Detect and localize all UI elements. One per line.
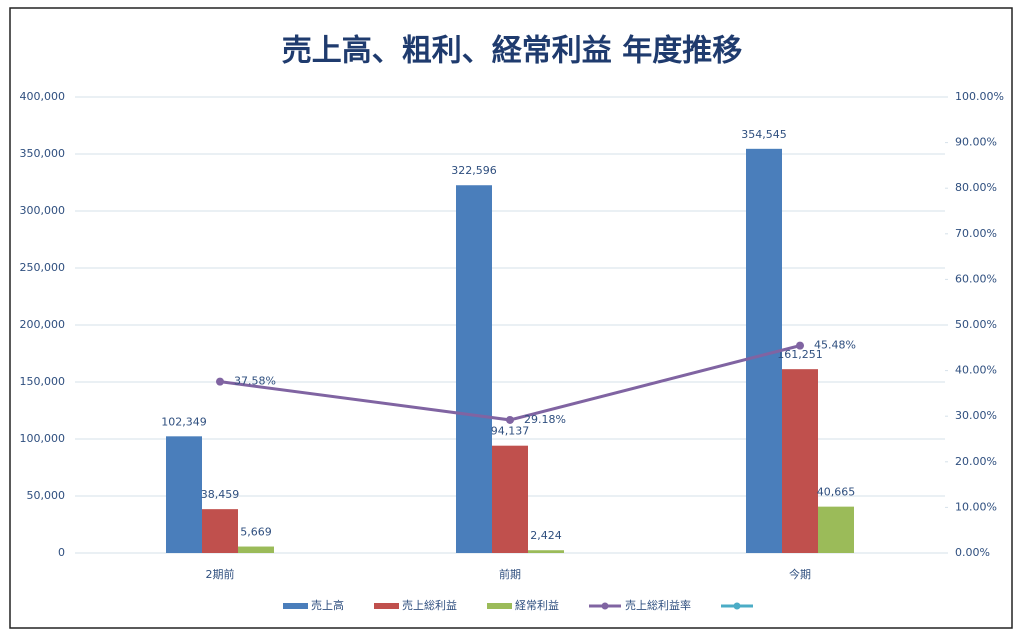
data-label: 38,459	[201, 488, 240, 501]
y2-tick-label: 80.00%	[955, 181, 997, 194]
y-tick-label: 300,000	[20, 204, 66, 217]
data-label: 354,545	[741, 128, 787, 141]
y-tick-label: 350,000	[20, 147, 66, 160]
y-tick-label: 200,000	[20, 318, 66, 331]
bar	[202, 509, 238, 553]
legend-swatch	[283, 603, 308, 609]
y-tick-label: 400,000	[20, 90, 66, 103]
y-tick-label: 50,000	[27, 489, 66, 502]
data-label: 40,665	[817, 486, 856, 499]
y-tick-label: 0	[58, 546, 65, 559]
y2-tick-label: 0.00%	[955, 546, 990, 559]
y2-tick-label: 20.00%	[955, 455, 997, 468]
x-tick-label: 今期	[789, 567, 811, 581]
y2-tick-label: 100.00%	[955, 90, 1004, 103]
legend-marker	[733, 602, 741, 610]
y-tick-label: 250,000	[20, 261, 66, 274]
y-tick-label: 100,000	[20, 432, 66, 445]
legend-marker	[601, 602, 609, 610]
legend-swatch	[487, 603, 512, 609]
data-label: 2,424	[530, 529, 562, 542]
line-marker	[796, 341, 804, 350]
x-tick-label: 2期前	[206, 567, 235, 581]
y2-tick-label: 60.00%	[955, 272, 997, 285]
bar	[818, 506, 854, 553]
bar	[782, 369, 818, 553]
bar	[456, 185, 492, 554]
y2-tick-label: 70.00%	[955, 227, 997, 240]
data-label: 45.48%	[814, 339, 856, 352]
data-label: 322,596	[451, 164, 497, 177]
data-label: 37.58%	[234, 375, 276, 388]
legend-swatch	[374, 603, 399, 609]
bar	[238, 546, 274, 553]
chart-title: 売上高、粗利、経常利益 年度推移	[282, 34, 742, 69]
legend-label: 経常利益	[515, 598, 559, 612]
y2-tick-label: 50.00%	[955, 318, 997, 331]
y2-tick-label: 90.00%	[955, 136, 997, 149]
data-label: 102,349	[161, 415, 207, 428]
legend-label: 売上高	[311, 598, 344, 612]
legend-label: 売上総利益率	[625, 598, 691, 612]
line-marker	[506, 415, 514, 424]
data-label: 94,137	[491, 425, 530, 438]
legend-label: 売上総利益	[402, 598, 457, 612]
data-label: 161,251	[777, 348, 823, 361]
bar	[492, 445, 528, 553]
x-tick-label: 前期	[499, 567, 521, 581]
y2-tick-label: 30.00%	[955, 409, 997, 422]
y2-tick-label: 40.00%	[955, 364, 997, 377]
data-label: 5,669	[240, 526, 272, 539]
y-tick-label: 150,000	[20, 375, 66, 388]
bar	[166, 436, 202, 553]
bar	[528, 550, 564, 553]
data-label: 29.18%	[524, 413, 566, 426]
y2-tick-label: 10.00%	[955, 500, 997, 513]
line-marker	[216, 377, 224, 386]
